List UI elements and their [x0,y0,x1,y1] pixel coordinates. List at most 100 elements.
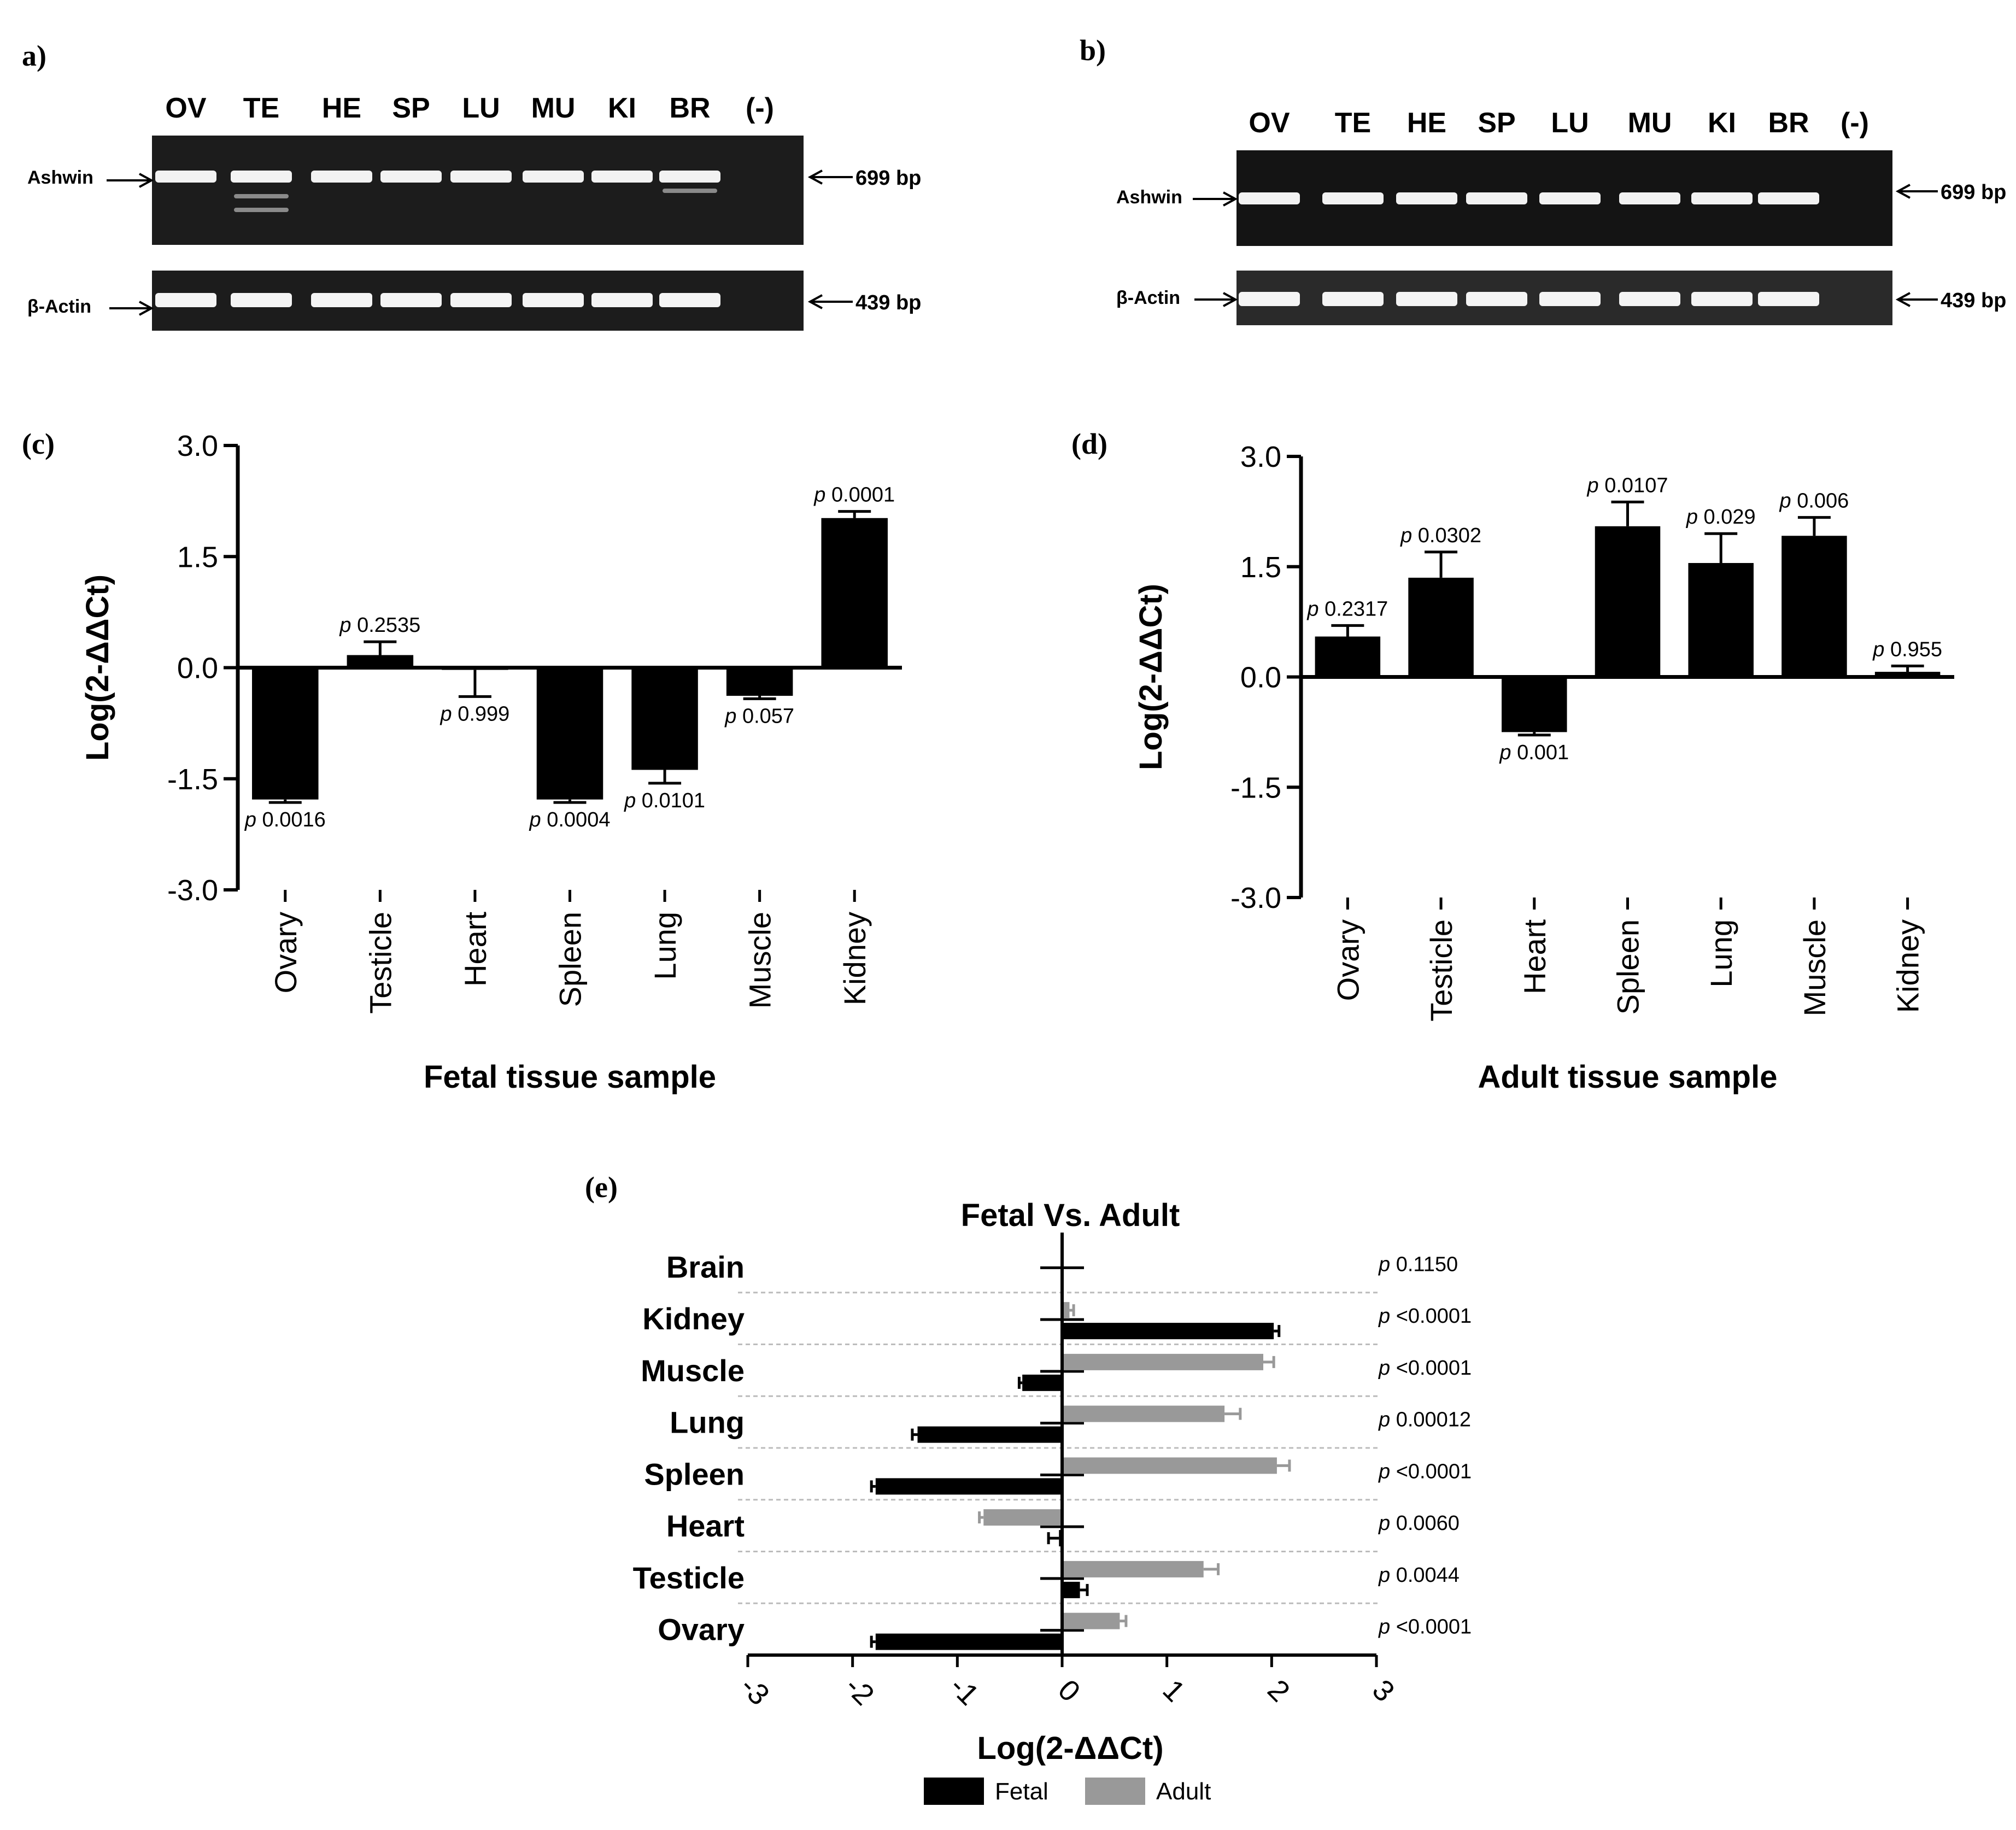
panel-c-label: (c) [22,427,55,460]
p-value-spleen-prefix: p [1587,474,1605,497]
band-ashwin-mu [1619,192,1680,204]
x-label-testicle: Testicle [1424,919,1458,1022]
chart-d-y-tick-label: -3.0 [1230,882,1281,914]
bar-adult-ovary [1062,1612,1120,1629]
lane-label-ov: OV [165,92,206,124]
band-actin-ov [155,293,216,307]
lane-label-lu: LU [462,92,500,124]
p-value-e-brain-value: 0.1150 [1396,1253,1458,1276]
p-value-e-heart-value: 0.0060 [1396,1512,1460,1535]
band-actin-ki [1691,292,1753,306]
bar-testicle [347,655,414,668]
p-value-muscle-prefix: p [1779,490,1797,513]
y-label-testicle: Testicle [633,1561,745,1595]
chart-e-title: Fetal Vs. Adult [961,1198,1180,1233]
lane-label-: (-) [746,92,774,124]
panel-a: a) OV TE HE SP LU MU KI BR (-) Ashwin β-Actin 69… [22,39,921,331]
p-value-e-ovary: p <0.0001 [1378,1616,1472,1639]
band-actin-ov [1239,292,1300,306]
p-value-lung-prefix: p [624,789,642,812]
band-actin-sp [380,293,442,307]
x-label-testicle: Testicle [363,912,397,1014]
band-ashwin-ki [1691,192,1753,204]
band-ashwin-ov [155,171,216,183]
legend-swatch-adult [1085,1778,1145,1805]
p-value-e-muscle-value: <0.0001 [1396,1357,1472,1380]
chart-e-x-tick-label: -3 [734,1670,776,1711]
p-value-testicle-value: 0.0302 [1418,524,1481,547]
panel-a-size-439: 439 bp [855,291,921,314]
band-actin-te [1322,292,1384,306]
y-label-brain: Brain [666,1250,745,1284]
p-value-heart-prefix: p [440,702,458,725]
chart-e-x-tick-label: 0 [1052,1673,1087,1708]
x-label-spleen: Spleen [1611,919,1645,1014]
band-ashwin-te [1322,192,1384,204]
chart-e-x-tick-label: 2 [1261,1673,1296,1708]
x-label-lung: Lung [1704,919,1738,988]
lane-label-ki: KI [1708,107,1736,139]
band-ashwin-sp [380,171,442,183]
chart-e-x-title: Log(2-ΔΔCt) [977,1731,1163,1766]
band-extra-te-1 [234,208,289,212]
p-value-lung: p 0.029 [1686,506,1756,529]
band-ashwin-lu [450,171,512,183]
bar-ovary [1315,636,1381,677]
p-value-ovary-value: 0.2317 [1325,597,1388,620]
chart-c-x-title: Fetal tissue sample [424,1059,716,1095]
band-ashwin-te [231,171,292,183]
p-value-heart-value: 0.001 [1517,741,1569,764]
lane-label-he: HE [322,92,361,124]
band-ashwin-he [1396,192,1457,204]
p-value-testicle: p 0.2535 [339,614,420,637]
p-value-kidney: p 0.955 [1872,638,1942,661]
y-label-kidney: Kidney [642,1301,745,1336]
bar-adult-spleen [1062,1457,1277,1474]
bar-fetal-kidney [1062,1323,1274,1340]
p-value-heart: p 0.999 [440,702,510,725]
p-value-kidney: p 0.0001 [813,484,895,507]
bar-fetal-spleen [875,1478,1062,1495]
bar-spleen [536,667,603,800]
x-label-kidney: Kidney [1891,919,1925,1013]
p-value-e-testicle-prefix: p [1378,1564,1396,1587]
bar-spleen [1595,526,1661,677]
p-value-e-lung-prefix: p [1378,1409,1396,1432]
band-actin-lu [1539,292,1601,306]
band-extra-te-0 [234,194,289,198]
lane-label-he: HE [1407,107,1446,139]
x-label-lung: Lung [648,912,682,980]
band-extra-br-0 [663,189,717,193]
p-value-ovary-prefix: p [1306,597,1325,620]
bar-fetal-ovary [875,1633,1062,1650]
bar-muscle [1781,536,1847,677]
bar-muscle [726,667,793,696]
legend-label-adult: Adult [1156,1778,1211,1805]
p-value-ovary-value: 0.0016 [262,808,326,831]
lane-label-lu: LU [1551,107,1589,139]
y-label-lung: Lung [670,1405,745,1440]
p-value-e-kidney: p <0.0001 [1378,1305,1472,1328]
bar-ovary [252,667,319,800]
bar-testicle [1408,577,1474,677]
chart-d-x-title: Adult tissue sample [1478,1059,1778,1095]
lane-label-br: BR [1768,107,1809,139]
band-ashwin-br [659,171,720,183]
p-value-e-testicle: p 0.0044 [1378,1564,1460,1587]
panel-a-size-699: 699 bp [855,167,921,190]
panel-b-gene-actin: β-Actin [1116,288,1180,308]
bar-kidney [821,518,888,668]
p-value-e-ovary-prefix: p [1378,1616,1396,1639]
bar-lung [1688,563,1754,677]
p-value-e-spleen-prefix: p [1378,1460,1396,1483]
band-actin-mu [1619,292,1680,306]
panel-d-label: (d) [1071,427,1107,460]
bar-fetal-lung [917,1426,1062,1443]
panel-b-size-699: 699 bp [1941,181,2006,204]
panel-a-size-arrowhead-699 [807,169,823,185]
p-value-testicle-value: 0.2535 [357,614,420,637]
bar-heart [1502,677,1567,732]
bar-adult-kidney [1062,1302,1070,1319]
p-value-e-kidney-prefix: p [1378,1305,1396,1328]
